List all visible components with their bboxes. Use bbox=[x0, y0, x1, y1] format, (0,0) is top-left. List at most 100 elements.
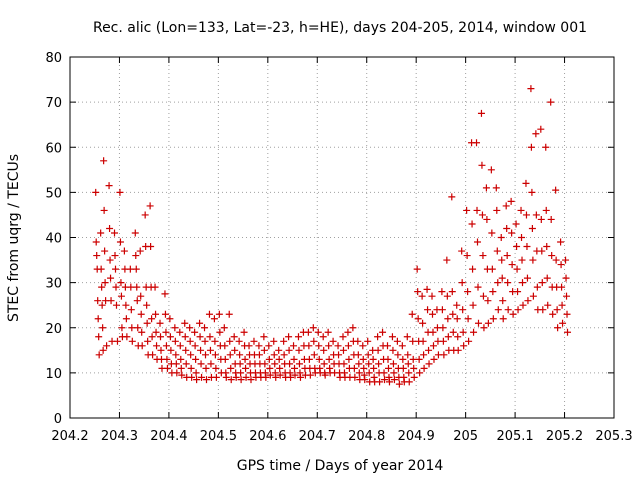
data-point bbox=[478, 161, 486, 169]
data-point bbox=[502, 202, 510, 210]
data-point bbox=[513, 243, 521, 251]
data-point bbox=[247, 376, 255, 384]
data-point bbox=[227, 376, 235, 384]
data-point bbox=[483, 215, 491, 223]
data-point bbox=[465, 337, 473, 345]
x-tick-label: 204.9 bbox=[398, 429, 435, 444]
data-point bbox=[488, 265, 496, 273]
data-point bbox=[95, 351, 103, 359]
data-point bbox=[221, 342, 229, 350]
data-point bbox=[479, 252, 487, 260]
data-point bbox=[518, 256, 526, 264]
data-point bbox=[118, 324, 126, 332]
data-point bbox=[444, 333, 452, 341]
data-point bbox=[404, 360, 412, 368]
data-point bbox=[97, 229, 105, 237]
data-point bbox=[562, 274, 570, 282]
data-point bbox=[285, 333, 293, 341]
data-point bbox=[559, 319, 567, 327]
data-point bbox=[122, 315, 130, 323]
data-point bbox=[202, 351, 210, 359]
data-point bbox=[527, 85, 535, 93]
data-point bbox=[425, 346, 433, 354]
data-point bbox=[395, 380, 403, 388]
data-point bbox=[430, 355, 438, 363]
y-axis-label: STEC from uqrg / TECUs bbox=[6, 154, 22, 322]
y-tick-label: 10 bbox=[45, 367, 62, 382]
data-point bbox=[98, 283, 106, 291]
data-point bbox=[196, 333, 204, 341]
data-point bbox=[547, 98, 555, 106]
data-point bbox=[369, 355, 377, 363]
data-point bbox=[552, 186, 560, 194]
data-point bbox=[349, 324, 357, 332]
data-point bbox=[484, 297, 492, 305]
data-points bbox=[92, 85, 572, 388]
data-point bbox=[538, 279, 546, 287]
data-point bbox=[414, 315, 422, 323]
data-point bbox=[340, 360, 348, 368]
data-point bbox=[419, 319, 427, 327]
data-point bbox=[325, 342, 333, 350]
data-point bbox=[232, 373, 240, 381]
data-point bbox=[553, 306, 561, 314]
data-point bbox=[198, 373, 206, 381]
data-point bbox=[210, 315, 218, 323]
data-point bbox=[163, 355, 171, 363]
data-point bbox=[385, 378, 393, 386]
data-point bbox=[454, 333, 462, 341]
data-point bbox=[420, 364, 428, 372]
data-point bbox=[519, 279, 527, 287]
data-point bbox=[138, 342, 146, 350]
data-point bbox=[459, 306, 467, 314]
data-point bbox=[499, 297, 507, 305]
data-point bbox=[192, 369, 200, 377]
data-point bbox=[128, 324, 136, 332]
data-point bbox=[473, 206, 481, 214]
data-point bbox=[177, 355, 185, 363]
data-point bbox=[398, 342, 406, 350]
data-point bbox=[216, 328, 224, 336]
data-point bbox=[547, 215, 555, 223]
data-point bbox=[438, 306, 446, 314]
data-point bbox=[514, 288, 522, 296]
data-point bbox=[489, 288, 497, 296]
data-point bbox=[365, 369, 373, 377]
data-point bbox=[304, 328, 312, 336]
data-point bbox=[494, 306, 502, 314]
data-point bbox=[181, 333, 189, 341]
data-point bbox=[305, 342, 313, 350]
data-point bbox=[537, 125, 545, 133]
data-point bbox=[222, 373, 230, 381]
data-point bbox=[290, 355, 298, 363]
data-point bbox=[310, 337, 318, 345]
data-point bbox=[554, 324, 562, 332]
data-point bbox=[156, 319, 164, 327]
data-point bbox=[111, 265, 119, 273]
data-point bbox=[99, 324, 107, 332]
data-point bbox=[469, 301, 477, 309]
data-point bbox=[131, 229, 139, 237]
data-point bbox=[146, 202, 154, 210]
data-point bbox=[280, 351, 288, 359]
data-point bbox=[242, 364, 250, 372]
data-point bbox=[548, 252, 556, 260]
data-point bbox=[429, 328, 437, 336]
data-point bbox=[418, 292, 426, 300]
data-point bbox=[166, 315, 174, 323]
data-point bbox=[405, 378, 413, 386]
data-point bbox=[255, 342, 263, 350]
data-point bbox=[197, 360, 205, 368]
data-point bbox=[453, 301, 461, 309]
data-point bbox=[453, 315, 461, 323]
data-point bbox=[116, 188, 124, 196]
data-point bbox=[272, 373, 280, 381]
data-point bbox=[126, 265, 134, 273]
data-point bbox=[235, 337, 243, 345]
data-point bbox=[188, 373, 196, 381]
data-point bbox=[106, 256, 114, 264]
data-point bbox=[287, 373, 295, 381]
data-point bbox=[226, 351, 234, 359]
data-point bbox=[519, 301, 527, 309]
data-point bbox=[255, 351, 263, 359]
